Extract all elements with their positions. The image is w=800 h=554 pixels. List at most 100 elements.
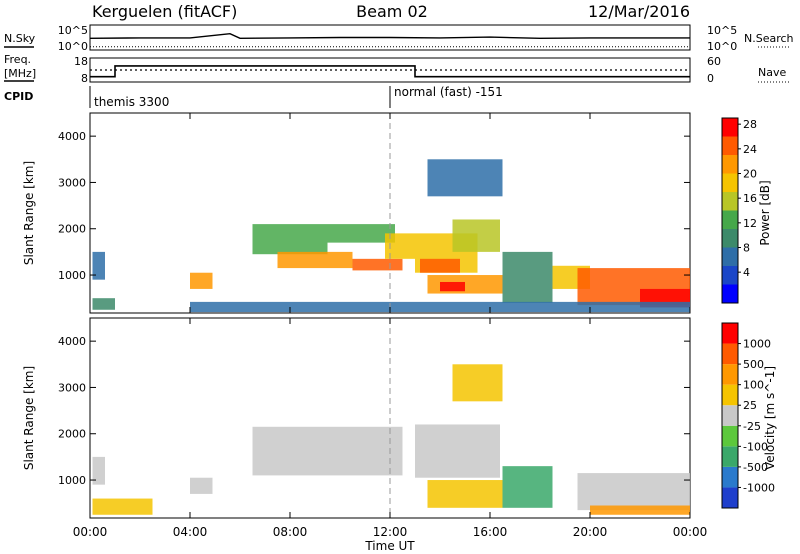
freq-left-tick-top: 18 [74,55,88,68]
station-title: Kerguelen (fitACF) [92,2,237,21]
vel-cb-label-1: 500 [743,358,764,371]
power-cb-swatch-4 [722,210,738,229]
noise-left-tick-bottom: 10^0 [58,40,88,53]
power-cb-label-4: 20 [743,168,757,181]
power-cb-label-5: 24 [743,143,757,156]
nsearch-label: N.Search [744,32,794,45]
power-ytick-label-2: 3000 [58,176,86,189]
beam-title: Beam 02 [356,2,428,21]
vel-cb-label-3: 25 [743,399,757,412]
x-tick-label-3: 12:00 [373,525,408,539]
x-tick-label-0: 00:00 [73,525,108,539]
vel-ytick-label-0: 1000 [58,474,86,487]
vel-cb-swatch-5 [722,384,738,406]
power-region-13 [502,251,553,303]
vel-cb-swatch-2 [722,446,738,467]
freq-line [90,65,690,78]
vel-region-4 [415,424,500,478]
power-cb-swatch-8 [722,136,738,155]
freq-left-tick-bottom: 8 [81,72,88,85]
vel-cb-label-7: -1000 [743,481,775,494]
power-region-6 [352,258,403,271]
vel-colorbar-label-text: Velocity [m s^-1] [763,366,777,470]
frequency-panel: Freq. [MHz] Nave 18 8 60 0 [4,53,790,85]
power-cb-swatch-5 [722,192,738,211]
vel-cb-swatch-1 [722,466,738,488]
power-cb-swatch-0 [722,284,738,303]
vel-region-0 [92,456,105,485]
vel-region-3 [252,426,403,476]
power-cb-label-0: 4 [743,266,750,279]
vel-ytick-label-3: 4000 [58,335,86,348]
power-cb-swatch-1 [722,266,738,285]
power-panel: 1000 2000 3000 4000 Slant Range [km] 4 8 12 16… [22,112,772,314]
vel-region-8 [590,505,690,515]
power-ylabel: Slant Range [km] [22,161,36,265]
power-cb-label-1: 8 [743,242,750,255]
cpid-mode-1: themis 3300 [94,95,169,109]
power-region-10 [452,219,500,252]
velocity-panel: 1000 2000 3000 4000 Slant Range [km] 1000 50… [22,317,777,519]
power-ytick-label-0: 1000 [58,269,86,282]
vel-cb-frame [721,322,739,509]
power-cb-label-2: 12 [743,217,757,230]
x-tick-label-6: 00:00 [673,525,708,539]
power-region-5 [327,224,395,243]
x-tick-label-1: 04:00 [173,525,208,539]
vel-cb-swatch-3 [722,425,738,447]
power-cb-swatch-9 [722,118,738,137]
power-cb-frame [721,117,739,304]
vel-cb-label-2: 100 [743,379,764,392]
power-region-3 [252,224,328,255]
power-region-0 [92,251,105,280]
power-colorbar-label: Power [dB] [758,180,772,245]
power-region-18 [190,301,690,313]
cpid-label: CPID [4,90,33,103]
vel-region-1 [92,498,153,515]
power-cb-label-6: 28 [743,118,757,131]
power-cb-label-3: 16 [743,192,757,205]
vel-cb-label-6: -500 [743,461,768,474]
vel-cb-swatch-4 [722,405,738,426]
freq-label: Freq. [4,53,31,66]
x-axis-label: Time UT [364,539,415,553]
vel-cb-swatch-8 [722,323,738,344]
nsky-label: N.Sky [4,32,36,45]
vel-region-2 [190,477,213,494]
power-region-9 [420,258,460,273]
power-region-4 [277,251,353,269]
freq-right-tick-bottom: 0 [707,72,714,85]
power-ytick-label-3: 4000 [58,130,86,143]
mhz-label: [MHz] [4,67,36,80]
power-cb-swatch-7 [722,155,738,174]
x-tick-label-2: 08:00 [273,525,308,539]
vel-cb-swatch-7 [722,343,738,365]
cpid-mode-2: normal (fast) -151 [394,85,503,99]
cpid-panel: CPID themis 3300 normal (fast) -151 [4,85,503,109]
nave-label: Nave [758,66,786,79]
noise-panel: N.Sky N.Search 10^5 10^0 10^5 10^0 [4,24,794,53]
power-region-17 [427,159,503,197]
power-region-2 [190,272,213,289]
vel-region-6 [502,466,553,508]
vel-cb-swatch-0 [722,487,738,508]
vel-ytick-label-1: 2000 [58,428,86,441]
power-cb-swatch-3 [722,229,738,248]
power-region-1 [92,298,115,310]
noise-left-tick-top: 10^5 [58,24,88,37]
x-axis: 00:00 04:00 08:00 12:00 16:00 20:00 00:00 [73,113,708,539]
x-tick-label-5: 20:00 [573,525,608,539]
power-region-12 [440,281,465,292]
vel-cb-label-5: -100 [743,440,768,453]
vel-ytick-label-2: 3000 [58,381,86,394]
vel-cb-label-4: -25 [743,420,761,433]
nsky-line [89,32,690,40]
freq-right-tick-top: 60 [707,55,721,68]
vel-ylabel: Slant Range [km] [22,366,36,470]
power-ytick-label-1: 2000 [58,223,86,236]
vel-cb-label-0: 1000 [743,338,771,351]
x-tick-label-4: 16:00 [473,525,508,539]
vel-region-7 [577,473,690,511]
noise-right-tick-top: 10^5 [707,24,737,37]
